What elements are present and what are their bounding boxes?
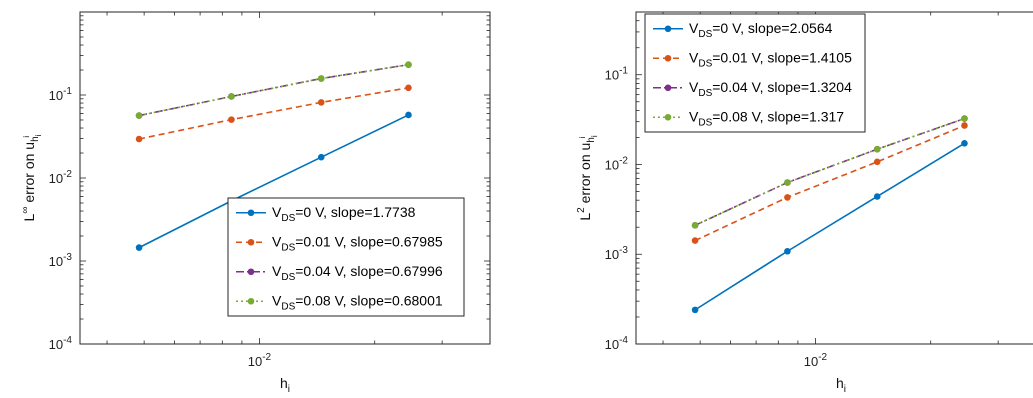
data-point: [784, 194, 791, 201]
data-point: [691, 222, 699, 229]
legend-box: [227, 197, 465, 317]
data-point: [961, 115, 968, 122]
data-point: [405, 111, 412, 119]
legend-entry: VDS=0.01 V, slope=0.67985: [272, 233, 443, 253]
x-tick-label: 10-2: [248, 352, 272, 369]
y-axis-label: L∞ error on uhii: [20, 134, 43, 221]
data-point: [784, 179, 791, 186]
x-tick-label: 10-2: [804, 352, 828, 369]
series-line: [694, 142, 965, 311]
y-tick-label: 10-3: [49, 252, 73, 269]
series-4: [135, 61, 412, 119]
series-1: [691, 140, 968, 314]
legend-entry: VDS=0.08 V, slope=0.68001: [272, 292, 443, 312]
left-chart: 10-4 10-3 10-2 10-1 10-2 hi L∞ error on uhii VD…: [20, 11, 491, 395]
series-line: [138, 114, 409, 249]
data-point: [405, 61, 412, 68]
y-tick-label: 10-4: [49, 335, 73, 352]
legend-entry: VDS=0.04 V, slope=1.3204: [689, 79, 852, 99]
data-point: [873, 193, 881, 200]
data-point: [405, 84, 412, 92]
tick-marks: [80, 11, 491, 345]
data-point: [691, 237, 699, 244]
data-point: [784, 247, 791, 255]
x-axis-label: hi: [836, 375, 846, 395]
data-point: [691, 306, 699, 314]
series-2: [135, 84, 412, 143]
y-tick-label: 10-2: [49, 169, 73, 186]
legend-entry: VDS=0 V, slope=1.7738: [272, 204, 416, 224]
series-line: [694, 117, 965, 227]
data-point: [961, 140, 968, 147]
data-point: [873, 145, 881, 153]
series-1: [135, 111, 412, 251]
data-point: [317, 99, 325, 106]
legend-swatch-marker: [247, 268, 255, 276]
legend-entry: VDS=0.01 V, slope=1.4105: [689, 49, 852, 69]
y-axis-label: L2 error on uhii: [576, 135, 599, 221]
legend: VDS=0 V, slope=2.0564 VDS=0.01 V, slope=1…: [644, 13, 866, 133]
legend-entry: VDS=0.08 V, slope=1.317: [689, 108, 844, 128]
legend-swatch-marker: [664, 84, 672, 92]
legend-swatch-marker: [664, 25, 672, 33]
y-tick-label: 10-1: [49, 86, 73, 103]
legend-swatch-marker: [664, 113, 672, 121]
data-point: [317, 75, 325, 82]
legend-swatch-marker: [247, 209, 255, 217]
data-point: [317, 153, 325, 161]
data-point: [961, 122, 968, 129]
data-point: [228, 116, 235, 123]
data-point: [873, 158, 881, 166]
x-axis-label: hi: [280, 375, 290, 395]
y-tick-label: 10-3: [605, 245, 629, 262]
right-chart: 10-4 10-3 10-2 10-1 10-2 hi L2 error on uhii VD…: [576, 11, 1033, 395]
series-4: [691, 115, 968, 229]
series-line: [694, 124, 965, 242]
data-point: [135, 135, 143, 143]
series-line: [138, 87, 409, 140]
tick-marks: [636, 11, 999, 345]
legend-entry: VDS=0 V, slope=2.0564: [689, 20, 833, 40]
series-line: [138, 63, 409, 117]
data-point: [135, 244, 143, 251]
data-point: [228, 93, 235, 100]
y-tick-label: 10-1: [605, 66, 629, 83]
legend-swatch-marker: [247, 238, 255, 246]
data-point: [135, 112, 143, 119]
y-tick-label: 10-4: [605, 335, 629, 352]
legend: VDS=0 V, slope=1.7738 VDS=0.01 V, slope=0…: [227, 197, 465, 317]
legend-box: [644, 13, 866, 133]
legend-swatch-marker: [247, 297, 255, 305]
legend-swatch-marker: [664, 54, 672, 62]
y-tick-label: 10-2: [605, 155, 629, 172]
legend-entry: VDS=0.04 V, slope=0.67996: [272, 263, 443, 283]
series-2: [691, 122, 968, 244]
